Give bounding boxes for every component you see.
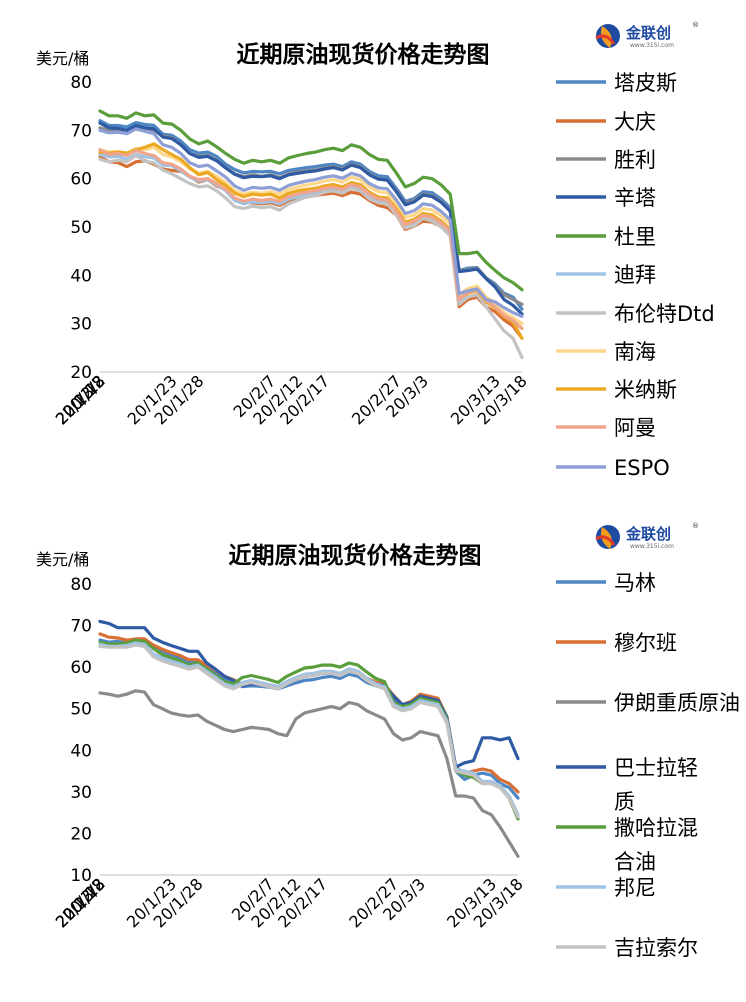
logo-registered-mark: ® [692,21,699,29]
y-axis-unit-label: 美元/桶 [36,550,89,569]
series-line-5 [98,109,524,292]
legend-item: 穆尔班 [556,631,677,655]
legend-label: 穆尔班 [614,631,677,655]
y-tick-label: 60 [70,658,92,678]
legend-label: 撒哈拉混合油 [614,816,698,874]
legend-label: 吉拉索尔 [614,936,698,960]
y-tick-label: 80 [70,575,92,595]
y-tick-label: 20 [70,363,92,383]
legend-label: 辛塔 [614,186,656,210]
logo-red-mark [595,535,616,546]
y-tick-label: 10 [70,866,92,886]
y-tick-label: 40 [70,741,92,761]
legend-item: 巴士拉轻质 [556,756,698,814]
y-tick-label: 30 [70,783,92,803]
logo-site-text: www.315i.com [630,42,674,49]
legend-item: 伊朗重质原油 [556,691,740,715]
legend-label: 胜利 [614,148,656,172]
legend-item: 大庆 [556,110,656,134]
y-tick-label: 30 [70,315,92,335]
legend-label: 阿曼 [614,416,656,440]
legend-label: 邦尼 [614,876,656,900]
y-tick-label: 50 [70,218,92,238]
legend-label: 伊朗重质原油 [614,691,740,715]
legend-item: 吉拉索尔 [556,936,698,960]
chart-panel-2: 近期原油现货价格走势图 美元/桶 金联创 www.315i.com ® 10 20 30 40 5… [0,499,746,998]
legend-item: 阿曼 [556,416,656,440]
logo-brand-text: 金联创 [625,24,671,42]
legend-item: 撒哈拉混合油 [556,816,698,874]
series-line-1 [98,638,520,800]
legend-label: 大庆 [614,110,656,134]
logo-red-mark [595,34,616,45]
logo-site-text: www.315i.com [630,543,674,550]
legend-item: 马林 [556,571,656,595]
y-tick-label: 50 [70,700,92,720]
chart-panel-1: 近期原油现货价格走势图 美元/桶 金联创 www.315i.com ® 20 30 40 50 6… [0,0,746,499]
legend-item: 邦尼 [556,876,656,900]
series-line-7 [98,643,520,819]
legend-label: 迪拜 [614,263,656,287]
legend-item: 布伦特Dtd [556,302,715,326]
legend-item: 南海 [556,340,656,364]
legend-label: 布伦特Dtd [614,302,715,326]
y-tick-label: 70 [70,121,92,141]
legend-label: 米纳斯 [614,378,677,402]
legend-item: 辛塔 [556,186,656,210]
legend-item: 迪拜 [556,263,656,287]
logo-brand-text: 金联创 [625,525,671,543]
chart-title: 近期原油现货价格走势图 [237,41,490,68]
legend-label: 巴士拉轻质 [614,756,698,814]
legend-label: ESPO [614,456,670,480]
y-tick-label: 80 [70,73,92,93]
y-tick-label: 20 [70,824,92,844]
legend-item: 塔皮斯 [556,71,677,95]
series-line-3 [98,689,520,858]
y-tick-label: 40 [70,266,92,286]
legend-item: 杜里 [556,225,656,249]
y-axis-unit-label: 美元/桶 [36,49,89,68]
series-line-11 [98,127,524,318]
legend-label: 塔皮斯 [614,71,677,95]
logo-registered-mark: ® [692,522,699,530]
y-tick-label: 60 [70,170,92,190]
legend-label: 马林 [614,571,656,595]
legend-label: 南海 [614,340,656,364]
series-line-4 [98,619,520,769]
legend-item: ESPO [556,456,670,480]
legend-label: 杜里 [614,225,656,249]
chart-title: 近期原油现货价格走势图 [229,542,482,569]
legend-item: 米纳斯 [556,378,677,402]
y-tick-label: 70 [70,617,92,637]
legend-item: 胜利 [556,148,656,172]
